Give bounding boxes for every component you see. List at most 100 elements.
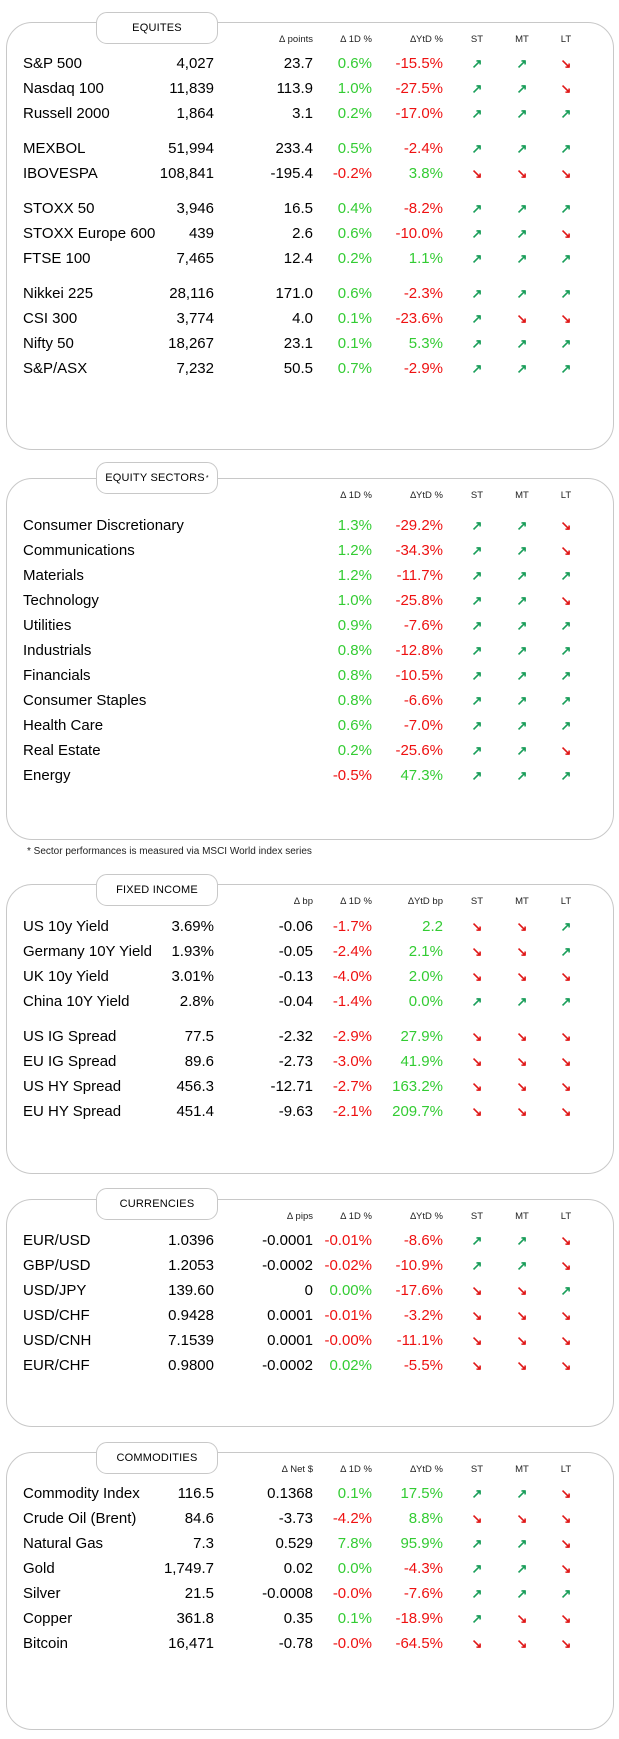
row-name: China 10Y Yield — [23, 993, 130, 1010]
row-1d-change: -0.0% — [332, 1635, 372, 1652]
row-delta: 0.02 — [283, 1560, 313, 1577]
row-name: Nifty 50 — [23, 335, 74, 352]
trend-st-down-arrow-icon: ↘ — [471, 1079, 483, 1094]
row-level: 21.5 — [184, 1585, 214, 1602]
row-name: US 10y Yield — [23, 918, 109, 935]
row-delta: -0.13 — [278, 968, 313, 985]
row-ytd-change: -8.2% — [403, 200, 443, 217]
commodities-panel — [6, 1452, 614, 1730]
row-delta: -0.0002 — [262, 1357, 313, 1374]
row-delta: 0.35 — [283, 1610, 313, 1627]
table-row: US 10y Yield 3.69% -0.06 -1.7% 2.2 ↘ ↘ ↗ — [6, 913, 614, 941]
column-header-row: ∆ Net $ ∆ 1D % ∆YtD % ST MT LT — [6, 1463, 614, 1477]
row-delta: -0.78 — [278, 1635, 313, 1652]
row-level: 77.5 — [184, 1028, 214, 1045]
row-delta: -9.63 — [278, 1103, 313, 1120]
row-name: Russell 2000 — [23, 105, 110, 122]
table-row: EUR/USD 1.0396 -0.0001 -0.01% -8.6% ↗ ↗ ↘ — [6, 1227, 614, 1255]
row-name: STOXX Europe 600 — [23, 225, 156, 242]
row-ytd-change: -25.6% — [395, 742, 443, 759]
trend-st-down-arrow-icon: ↘ — [471, 1358, 483, 1373]
trend-mt-up-arrow-icon: ↗ — [516, 1561, 528, 1576]
row-1d-change: -0.5% — [332, 767, 372, 784]
row-level: 7,232 — [176, 360, 214, 377]
trend-st-up-arrow-icon: ↗ — [471, 618, 483, 633]
row-name: Bitcoin — [23, 1635, 69, 1652]
trend-lt-down-arrow-icon: ↘ — [560, 1079, 572, 1094]
table-row: S&P/ASX 7,232 50.5 0.7% -2.9% ↗ ↗ ↗ — [6, 355, 614, 383]
trend-lt-down-arrow-icon: ↘ — [560, 1258, 572, 1273]
trend-lt-up-arrow-icon: ↗ — [560, 994, 572, 1009]
trend-st-up-arrow-icon: ↗ — [471, 251, 483, 266]
table-row: US IG Spread 77.5 -2.32 -2.9% 27.9% ↘ ↘ ↘ — [6, 1023, 614, 1051]
trend-mt-up-arrow-icon: ↗ — [516, 1486, 528, 1501]
row-name: STOXX 50 — [23, 200, 95, 217]
column-header-row: ∆ bp ∆ 1D % ∆YtD bp ST MT LT — [6, 895, 614, 909]
row-ytd-change: 5.3% — [408, 335, 443, 352]
table-row: STOXX 50 3,946 16.5 0.4% -8.2% ↗ ↗ ↗ — [6, 195, 614, 223]
row-delta: 23.7 — [283, 55, 313, 72]
row-ytd-change: -12.8% — [395, 642, 443, 659]
header-delta: ∆ bp — [293, 896, 313, 907]
trend-mt-down-arrow-icon: ↘ — [516, 1079, 528, 1094]
row-delta: 0.0001 — [267, 1332, 313, 1349]
row-name: Crude Oil (Brent) — [23, 1510, 137, 1527]
trend-lt-down-arrow-icon: ↘ — [560, 743, 572, 758]
trend-lt-up-arrow-icon: ↗ — [560, 718, 572, 733]
row-name: Consumer Staples — [23, 692, 147, 709]
trend-lt-up-arrow-icon: ↗ — [560, 106, 572, 121]
row-ytd-change: 2.2 — [422, 918, 443, 935]
row-level: 456.3 — [176, 1078, 214, 1095]
row-ytd-change: -8.6% — [403, 1232, 443, 1249]
trend-st-up-arrow-icon: ↗ — [471, 768, 483, 783]
table-row: GBP/USD 1.2053 -0.0002 -0.02% -10.9% ↗ ↗ ↘ — [6, 1252, 614, 1280]
header-st: ST — [470, 34, 484, 45]
table-row: China 10Y Yield 2.8% -0.04 -1.4% 0.0% ↗ ↗ ↗ — [6, 988, 614, 1016]
row-delta: 0.529 — [275, 1535, 313, 1552]
trend-mt-down-arrow-icon: ↘ — [516, 919, 528, 934]
trend-mt-up-arrow-icon: ↗ — [516, 994, 528, 1009]
row-level: 1.0396 — [168, 1232, 214, 1249]
row-1d-change: -1.4% — [332, 993, 372, 1010]
row-level: 139.60 — [168, 1282, 214, 1299]
row-1d-change: -0.00% — [324, 1332, 372, 1349]
row-ytd-change: -34.3% — [395, 542, 443, 559]
row-ytd-change: -10.5% — [395, 667, 443, 684]
trend-st-down-arrow-icon: ↘ — [471, 166, 483, 181]
row-level: 361.8 — [176, 1610, 214, 1627]
table-row: Communications 1.2% -34.3% ↗ ↗ ↘ — [6, 537, 614, 565]
header-mt: MT — [515, 896, 529, 907]
trend-mt-up-arrow-icon: ↗ — [516, 1536, 528, 1551]
trend-lt-up-arrow-icon: ↗ — [560, 693, 572, 708]
trend-st-up-arrow-icon: ↗ — [471, 1258, 483, 1273]
row-ytd-change: 2.0% — [408, 968, 443, 985]
trend-st-up-arrow-icon: ↗ — [471, 568, 483, 583]
row-name: US IG Spread — [23, 1028, 117, 1045]
fixed-income-panel — [6, 884, 614, 1174]
row-ytd-change: -2.9% — [403, 360, 443, 377]
table-row: Industrials 0.8% -12.8% ↗ ↗ ↗ — [6, 637, 614, 665]
trend-mt-down-arrow-icon: ↘ — [516, 1358, 528, 1373]
row-ytd-change: 8.8% — [408, 1510, 443, 1527]
header-lt: LT — [560, 1464, 572, 1475]
row-1d-change: 0.8% — [337, 692, 372, 709]
row-level: 1,749.7 — [163, 1560, 214, 1577]
row-1d-change: -2.1% — [332, 1103, 372, 1120]
trend-mt-down-arrow-icon: ↘ — [516, 1104, 528, 1119]
row-delta: -0.04 — [278, 993, 313, 1010]
trend-st-down-arrow-icon: ↘ — [471, 1308, 483, 1323]
table-row: Copper 361.8 0.35 0.1% -18.9% ↗ ↘ ↘ — [6, 1605, 614, 1633]
table-row: Consumer Discretionary 1.3% -29.2% ↗ ↗ ↘ — [6, 512, 614, 540]
row-delta: 12.4 — [283, 250, 313, 267]
row-delta: -3.73 — [278, 1510, 313, 1527]
row-name: EU IG Spread — [23, 1053, 117, 1070]
trend-lt-up-arrow-icon: ↗ — [560, 568, 572, 583]
trend-lt-up-arrow-icon: ↗ — [560, 768, 572, 783]
table-row: Commodity Index 116.5 0.1368 0.1% 17.5% ↗ ↗ ↘ — [6, 1480, 614, 1508]
table-row: Technology 1.0% -25.8% ↗ ↗ ↘ — [6, 587, 614, 615]
trend-st-up-arrow-icon: ↗ — [471, 226, 483, 241]
trend-mt-down-arrow-icon: ↘ — [516, 1308, 528, 1323]
trend-lt-down-arrow-icon: ↘ — [560, 311, 572, 326]
trend-lt-down-arrow-icon: ↘ — [560, 1561, 572, 1576]
table-row: Nasdaq 100 11,839 113.9 1.0% -27.5% ↗ ↗ ↘ — [6, 75, 614, 103]
